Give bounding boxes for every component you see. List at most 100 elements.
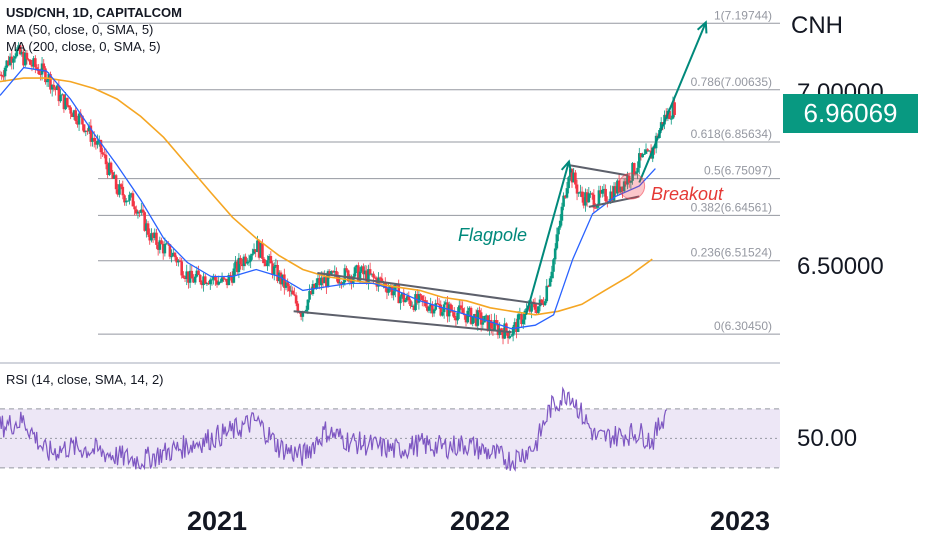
candle-body xyxy=(256,240,259,253)
candle-body xyxy=(289,290,293,292)
candle-body xyxy=(542,302,545,306)
candle-body xyxy=(338,282,342,284)
candle-body xyxy=(288,286,291,292)
candle-body xyxy=(575,184,579,194)
breakout-highlight xyxy=(618,172,646,200)
candle-body xyxy=(432,309,436,314)
candle-body xyxy=(431,304,434,314)
candle-body xyxy=(558,220,562,228)
candle-body xyxy=(404,300,407,303)
candle-body xyxy=(459,305,463,309)
candle-body xyxy=(264,263,268,267)
candle-body xyxy=(87,125,91,132)
breakout-label: Breakout xyxy=(651,184,724,204)
candle-body xyxy=(249,255,252,262)
candle-body xyxy=(131,193,135,207)
fib-label-0.786: 0.786(7.00635) xyxy=(691,75,772,89)
candle-body xyxy=(32,58,35,67)
candle-body xyxy=(153,232,157,238)
candle-body xyxy=(114,175,118,190)
candle-body xyxy=(521,319,525,325)
candle-body xyxy=(281,274,284,285)
candle-body xyxy=(624,181,628,185)
candle-body xyxy=(81,115,84,125)
candle-body xyxy=(200,282,204,286)
candle-body xyxy=(510,335,513,337)
candle-body xyxy=(621,186,624,192)
candle-body xyxy=(496,324,500,336)
candle-body xyxy=(447,304,451,317)
candle-body xyxy=(357,265,360,281)
candle-body xyxy=(489,320,493,329)
candle-body xyxy=(402,292,406,303)
candle-body xyxy=(420,295,424,301)
last-price-badge: 6.96069 xyxy=(783,94,918,133)
candle-body xyxy=(219,281,222,283)
candle-body xyxy=(560,206,564,221)
candle-body xyxy=(370,273,374,275)
fib-label-0.618: 0.618(6.85634) xyxy=(691,127,772,141)
candle-body xyxy=(335,271,338,277)
candle-body xyxy=(456,312,459,321)
candle-body xyxy=(306,299,310,310)
candle-body xyxy=(454,317,458,321)
flagpole-arrow-shaft xyxy=(525,161,570,316)
candle-body xyxy=(104,154,108,165)
candle-body xyxy=(574,172,577,185)
candle-body xyxy=(407,296,411,301)
candle-body xyxy=(42,63,46,69)
candle-body xyxy=(140,209,143,213)
candle-body xyxy=(636,167,639,173)
candle-body xyxy=(367,269,370,283)
wedge-lower-line xyxy=(293,310,512,334)
candle-body xyxy=(330,271,333,274)
candle-body xyxy=(437,303,441,305)
time-axis-label-2023: 2023 xyxy=(710,506,770,536)
candle-body xyxy=(451,311,454,313)
candle-body xyxy=(64,97,67,110)
candle-body xyxy=(156,244,160,250)
candle-body xyxy=(409,300,412,306)
candle-body xyxy=(308,291,311,300)
candle-body xyxy=(590,193,594,195)
candle-body xyxy=(627,175,631,183)
candle-body xyxy=(203,276,207,284)
candle-body xyxy=(99,140,103,153)
candle-body xyxy=(44,68,47,83)
candle-body xyxy=(390,286,394,296)
candle-body xyxy=(622,181,626,192)
candle-body xyxy=(606,201,609,203)
candle-body xyxy=(118,184,121,195)
candle-body xyxy=(86,130,89,132)
candle-body xyxy=(59,95,62,102)
candle-body xyxy=(484,315,488,317)
candle-body xyxy=(254,249,258,253)
candle-body xyxy=(552,259,555,272)
candle-body xyxy=(146,223,150,235)
candle-body xyxy=(230,276,234,283)
candle-body xyxy=(399,296,402,304)
candle-body xyxy=(17,45,20,50)
candle-body xyxy=(488,320,491,331)
candle-body xyxy=(389,286,392,289)
candle-body xyxy=(227,275,231,286)
candle-body xyxy=(387,288,390,293)
candle-body xyxy=(644,149,648,154)
candle-body xyxy=(74,110,78,122)
candle-body xyxy=(523,310,527,320)
candle-body xyxy=(434,303,438,310)
candle-body xyxy=(192,278,195,283)
candle-body xyxy=(318,278,321,286)
candle-body xyxy=(279,272,283,285)
candle-body xyxy=(400,292,404,297)
candle-body xyxy=(569,169,572,178)
candle-body xyxy=(611,191,614,201)
candle-body xyxy=(632,163,636,175)
candle-body xyxy=(77,113,81,125)
candle-body xyxy=(35,67,39,70)
candle-body xyxy=(96,140,99,145)
candle-body xyxy=(395,284,399,286)
candle-body xyxy=(515,322,518,332)
candle-body xyxy=(247,261,251,263)
